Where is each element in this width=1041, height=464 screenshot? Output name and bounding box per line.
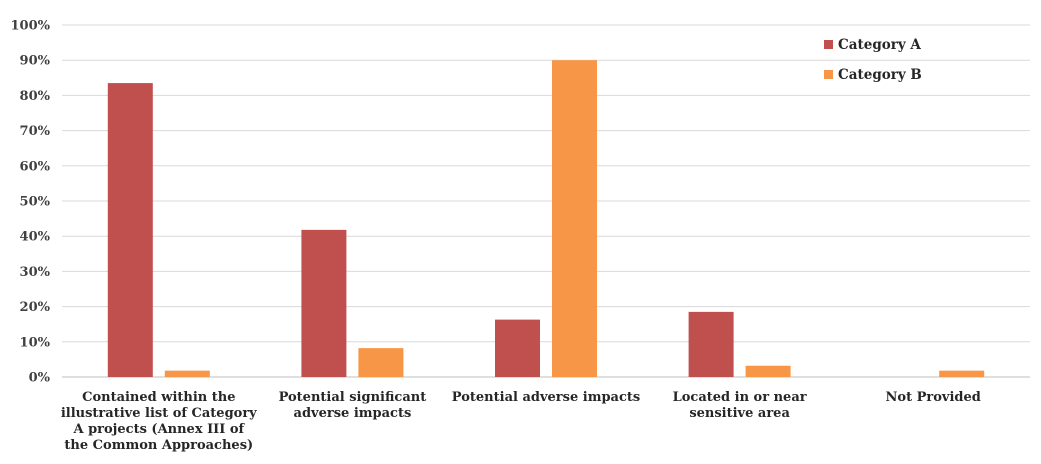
bar-category-b: [745, 365, 791, 377]
y-tick-label: 90%: [20, 54, 51, 69]
y-tick-label: 0%: [29, 371, 51, 386]
bar-category-b: [552, 60, 597, 377]
x-axis: Contained within the illustrative list of…: [61, 390, 981, 453]
legend-swatch: [824, 40, 833, 49]
bar-category-a: [107, 83, 153, 377]
category-group: [495, 60, 597, 377]
category-group: [301, 229, 404, 377]
legend-swatch: [824, 70, 833, 79]
bar-category-b: [358, 348, 404, 377]
y-tick-label: 70%: [20, 124, 51, 139]
y-tick-label: 80%: [20, 89, 51, 104]
category-group: [107, 83, 210, 377]
x-tick-label: Potential adverse impacts: [452, 390, 640, 405]
x-tick-label: Not Provided: [886, 390, 981, 405]
y-tick-label: 100%: [11, 19, 51, 34]
category-group: [688, 311, 791, 377]
legend-item: Category B: [824, 67, 922, 83]
bar-category-a: [301, 229, 347, 377]
y-tick-label: 30%: [20, 265, 51, 280]
bar-category-b: [164, 370, 210, 377]
x-tick-label: Contained within the illustrative list of…: [61, 390, 257, 453]
legend-label: Category B: [838, 67, 922, 83]
y-axis: 0% 10% 20% 30% 40% 50% 60% 70% 80% 90% 100%: [11, 19, 51, 386]
y-tick-label: 20%: [20, 300, 51, 315]
bar-category-a: [688, 311, 734, 377]
bars: [107, 60, 985, 377]
x-tick-label: Potential significant adverse impacts: [279, 390, 427, 421]
legend-label: Category A: [838, 37, 921, 53]
gridlines: [62, 24, 1030, 378]
legend: Category A Category B: [824, 37, 922, 83]
y-tick-label: 60%: [20, 159, 51, 174]
bar-category-a: [495, 319, 540, 377]
y-tick-label: 40%: [20, 230, 51, 245]
legend-item: Category A: [824, 37, 921, 53]
x-tick-label: Located in or near sensitive area: [673, 390, 807, 421]
y-tick-label: 10%: [20, 335, 51, 350]
y-tick-label: 50%: [20, 195, 51, 210]
bar-category-b: [939, 370, 985, 377]
category-group: [939, 370, 985, 377]
